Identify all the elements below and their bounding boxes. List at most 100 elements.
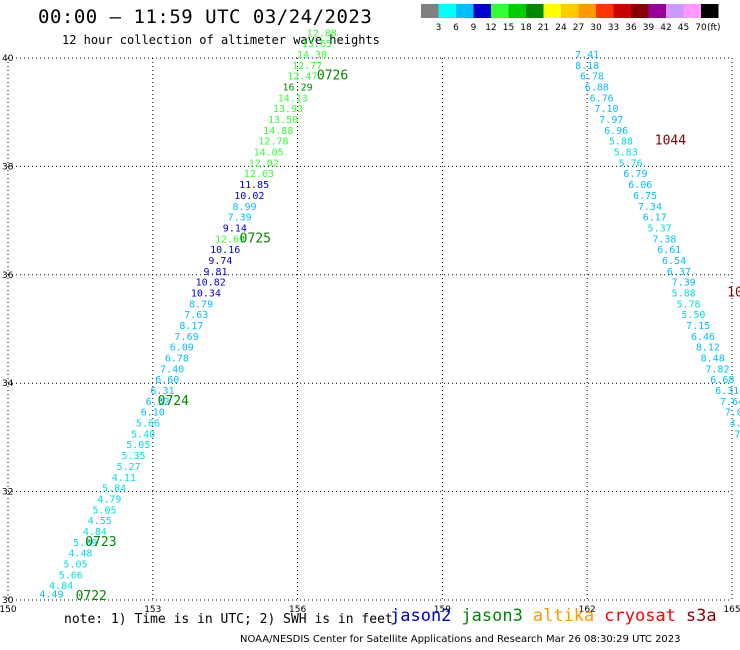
wave-height-label: 6.68 <box>710 375 734 386</box>
wave-height-label: 6.75 <box>633 191 657 202</box>
wave-height-label: 7.41 <box>575 50 599 61</box>
wave-height-label: 9.14 <box>223 223 247 234</box>
scale-swatch <box>508 4 526 18</box>
scale-label: 15 <box>503 23 514 33</box>
wave-height-label: 6.61 <box>657 245 681 256</box>
time-label: 1043 <box>727 285 740 300</box>
scale-swatch <box>456 4 474 18</box>
wave-height-label: 6.78 <box>165 354 189 365</box>
wave-height-label: 7.82 <box>705 364 729 375</box>
scale-swatch <box>613 4 631 18</box>
wave-height-label: 13.65 <box>302 39 332 50</box>
wave-height-label: 7.10 <box>594 104 618 115</box>
wave-height-label: 8.12 <box>696 343 720 354</box>
wave-height-label: 5.37 <box>648 223 672 234</box>
wave-height-label: 10.16 <box>210 245 240 256</box>
wave-height-label: 5.84 <box>102 484 126 495</box>
scale-label: 36 <box>625 23 637 33</box>
x-tick-label: 153 <box>144 605 161 615</box>
wave-height-label: 6.78 <box>580 72 604 83</box>
wave-height-label: 7.97 <box>599 115 623 126</box>
satellite-legend-item: s3a <box>685 606 717 626</box>
scale-label: 9 <box>471 23 477 33</box>
scale-swatch <box>421 4 439 18</box>
time-label: 0725 <box>240 231 271 246</box>
wave-height-label: 10.02 <box>234 191 264 202</box>
scale-label: 33 <box>608 23 619 33</box>
wave-height-label: 6.88 <box>585 83 609 94</box>
wave-height-label: 6.76 <box>590 93 614 104</box>
satellite-legend-item: jason2 <box>390 606 452 626</box>
wave-height-label: 12.88 <box>307 28 337 39</box>
wave-height-label: 6.17 <box>643 213 667 224</box>
y-tick-label: 36 <box>2 271 14 281</box>
scale-swatch <box>578 4 596 18</box>
scale-label: 21 <box>538 23 549 33</box>
footer-note: note: 1) Time is in UTC; 2) SWH is in fe… <box>64 612 393 627</box>
wave-height-label: 7.63 <box>184 310 208 321</box>
wave-height-label: 5.09 <box>73 538 97 549</box>
scale-swatch <box>631 4 649 18</box>
wave-height-label: 8.18 <box>575 61 599 72</box>
y-tick-label: 38 <box>2 162 14 172</box>
x-tick-label: 162 <box>579 605 596 615</box>
wave-height-label: 7.39 <box>228 213 252 224</box>
wave-height-label: 7.05 <box>725 408 740 419</box>
scale-label: 39 <box>643 23 655 33</box>
y-tick-label: 40 <box>2 54 14 64</box>
wave-height-label: 11.85 <box>239 180 269 191</box>
scale-label: 30 <box>590 23 602 33</box>
wave-height-label: 5.27 <box>117 462 141 473</box>
time-label: 0726 <box>317 69 348 84</box>
scale-label: 42 <box>660 23 671 33</box>
wave-height-label: 8.48 <box>701 354 725 365</box>
wave-height-label: 6.10 <box>141 408 165 419</box>
x-tick-label: 159 <box>434 605 451 615</box>
chart-subtitle: 12 hour collection of altimeter wave hei… <box>62 33 380 47</box>
wave-height-label: 12.63 <box>244 169 274 180</box>
scale-swatch <box>491 4 509 18</box>
satellite-legend: jason2 jason3 altika cryosat s3a <box>390 606 727 626</box>
satellite-legend-item: jason3 <box>461 606 523 626</box>
time-label: 1044 <box>655 134 686 149</box>
wave-height-label: 6.09 <box>170 343 194 354</box>
scale-swatch <box>683 4 701 18</box>
y-tick-label: 34 <box>2 379 14 389</box>
wave-height-label: 5.88 <box>609 137 633 148</box>
wave-height-label: 10.82 <box>196 278 226 289</box>
wave-height-label: 8.79 <box>189 299 213 310</box>
wave-height-label: 10.34 <box>191 288 221 299</box>
wave-height-label: 6.60 <box>155 375 179 386</box>
wave-height-label: 7.69 <box>175 332 199 343</box>
wave-height-label: 5.50 <box>681 310 705 321</box>
scale-swatch <box>596 4 614 18</box>
wave-height-label: 6.37 <box>667 267 691 278</box>
wave-height-label: 5.05 <box>64 559 88 570</box>
wave-height-label: 8.17 <box>179 321 203 332</box>
time-label: 0722 <box>76 589 107 604</box>
wave-height-label: 7.38 <box>652 234 676 245</box>
scale-label: 70 <box>695 23 707 33</box>
x-tick-label: 165 <box>723 605 740 615</box>
wave-height-label: 7.06 <box>734 429 740 440</box>
scale-swatch <box>473 4 491 18</box>
wave-height-label: 5.76 <box>619 158 643 169</box>
y-tick-label: 32 <box>2 488 13 498</box>
wave-height-label: 6.46 <box>691 332 715 343</box>
wave-height-label: 5.40 <box>131 429 155 440</box>
wave-height-label: 5.05 <box>126 440 150 451</box>
wave-height-label: 6.31 <box>715 386 739 397</box>
wave-height-label: 13.93 <box>273 104 303 115</box>
y-tick-label: 30 <box>2 596 14 606</box>
wave-height-label: 9.74 <box>208 256 232 267</box>
wave-height-label: 5.66 <box>136 419 160 430</box>
wave-height-label: 13.50 <box>268 115 298 126</box>
scale-label: 27 <box>573 23 584 33</box>
wave-height-label: 7.15 <box>686 321 710 332</box>
scale-swatch <box>666 4 684 18</box>
scale-label: 45 <box>678 23 689 33</box>
wave-height-label: 12.77 <box>292 61 322 72</box>
wave-height-label: 8.99 <box>232 202 256 213</box>
wave-height-label: 9.81 <box>203 267 227 278</box>
